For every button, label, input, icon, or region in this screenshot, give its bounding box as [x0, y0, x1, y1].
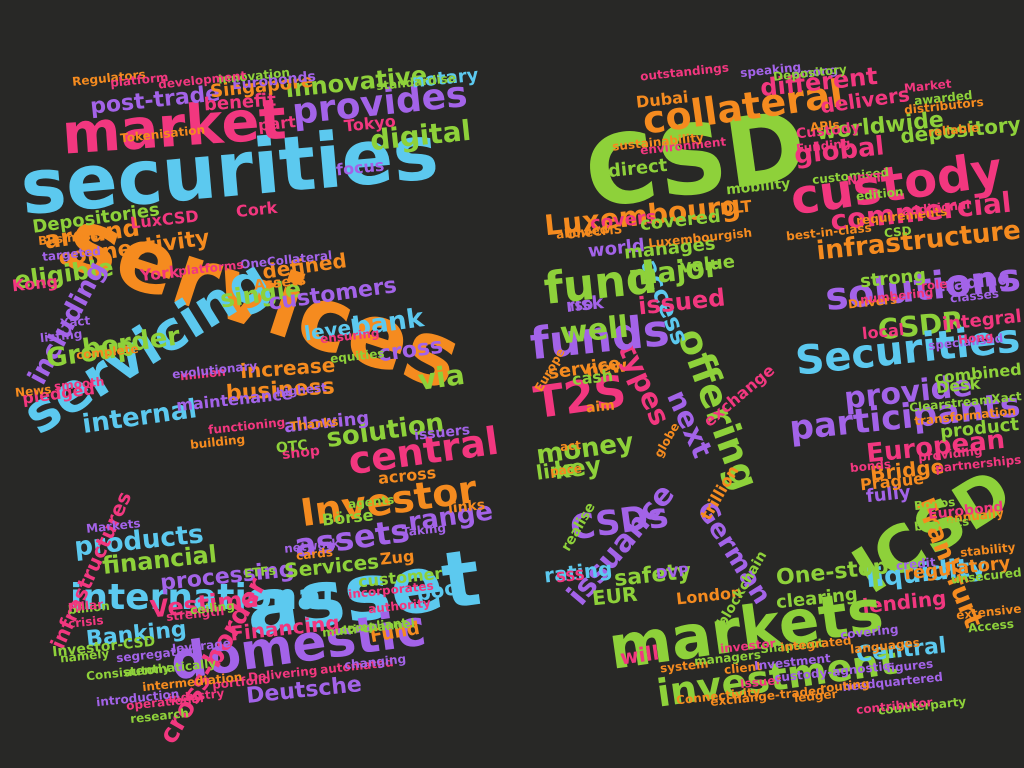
- word-classes: classes: [949, 286, 1000, 306]
- word-kong: Kong: [11, 271, 59, 296]
- word-apis: APIs: [809, 117, 841, 135]
- word-aim: aim: [585, 397, 616, 417]
- word-iso: ISO: [569, 297, 594, 315]
- word-cash: cash: [571, 365, 615, 390]
- word-pace: pace: [549, 461, 583, 479]
- word-sss: SSS: [555, 567, 586, 587]
- word-links: links: [447, 497, 486, 517]
- word-pillar: Pillar: [67, 597, 104, 615]
- word-international: international: [70, 577, 334, 618]
- word-well: well: [558, 309, 631, 352]
- word-dvp: DVP: [655, 563, 690, 583]
- word-via: via: [415, 357, 467, 398]
- word-outstandings: outstandings: [639, 60, 730, 84]
- word-cork: Cork: [235, 197, 279, 222]
- word-value: value: [679, 251, 736, 278]
- word-namely: namely: [59, 646, 110, 666]
- word-otc: OTC: [275, 437, 309, 457]
- word-building: building: [189, 432, 246, 452]
- word-cards: cards: [295, 545, 334, 563]
- word-next: NEXT: [846, 170, 884, 188]
- word-zug: Zug: [379, 546, 416, 569]
- word-hong: Hong: [957, 329, 995, 347]
- word-taking: Taking: [401, 520, 447, 540]
- word-fund: fund: [541, 252, 660, 315]
- word-part: part: [257, 112, 297, 135]
- word-dlt: DLT: [719, 196, 753, 219]
- word-local: local: [861, 319, 906, 344]
- word-eur: EUR: [590, 581, 639, 611]
- word-prague: Prague: [859, 468, 925, 495]
- word-news: News: [14, 382, 53, 400]
- word-functioning: functioning: [207, 414, 286, 438]
- word-act: act: [559, 437, 582, 455]
- word-csd: CSD: [883, 223, 913, 241]
- word-will: will: [618, 640, 661, 670]
- word-globe: globe: [651, 420, 683, 460]
- word-etfs: ETFs: [243, 563, 277, 581]
- word-role: role: [920, 276, 949, 294]
- word-york: York: [139, 261, 181, 286]
